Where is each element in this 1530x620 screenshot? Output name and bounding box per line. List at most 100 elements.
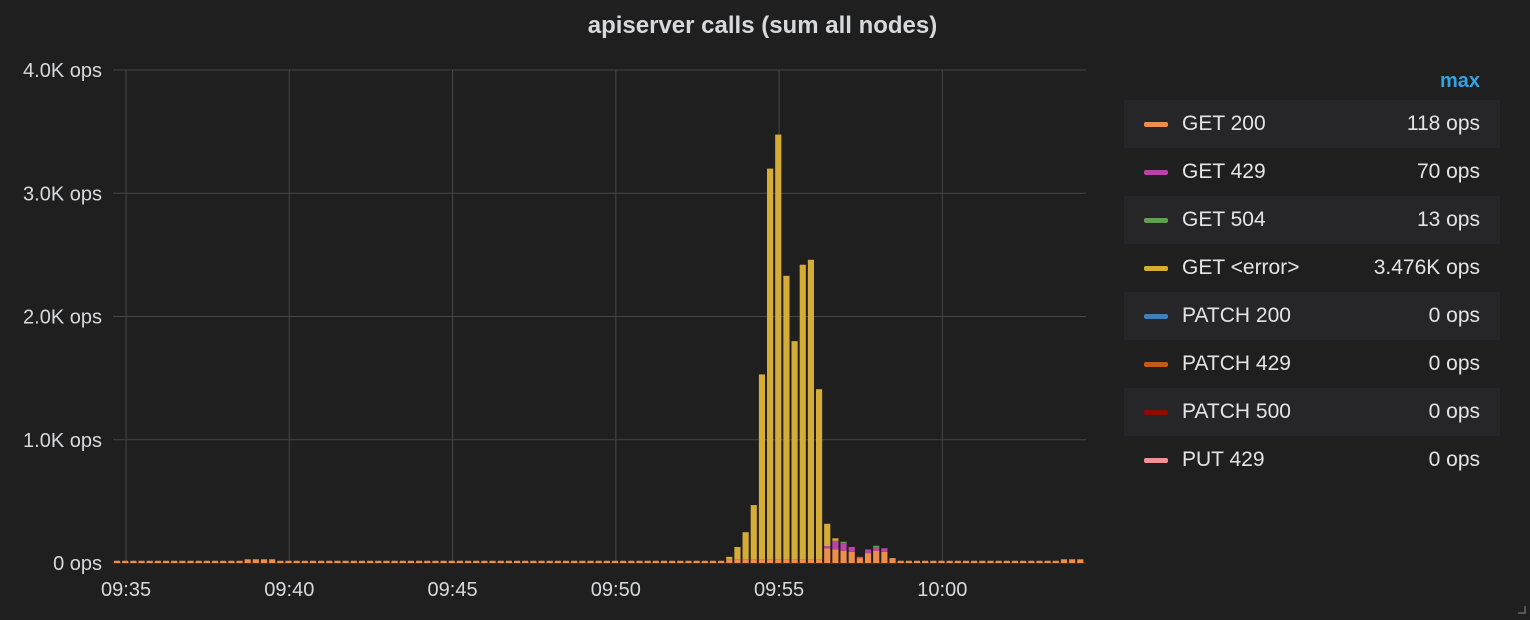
legend-label: GET <error>: [1182, 256, 1300, 279]
resize-handle[interactable]: [1518, 606, 1526, 614]
bar-segment: [824, 545, 831, 549]
y-tick-label: 1.0K ops: [23, 430, 102, 452]
bar-segment: [734, 546, 741, 560]
legend-label: PATCH 429: [1182, 352, 1291, 375]
bar-segment: [807, 559, 814, 563]
bar-segment: [979, 560, 986, 563]
bar-segment: [195, 560, 202, 563]
bar-segment: [701, 560, 708, 563]
bar-segment: [824, 548, 831, 563]
bar-segment: [922, 560, 929, 563]
x-tick-label: 10:00: [917, 579, 967, 601]
legend-item[interactable]: PATCH 500 0 ops: [1124, 388, 1500, 436]
legend-item[interactable]: GET 200 118 ops: [1124, 100, 1500, 148]
bar-segment: [848, 551, 855, 563]
bar-segment: [1036, 560, 1043, 563]
bar-segment: [832, 538, 839, 541]
legend-swatch: [1144, 313, 1168, 319]
legend-item[interactable]: PUT 429 0 ops: [1124, 436, 1500, 484]
bar-segment: [636, 560, 643, 563]
bar-segment: [775, 134, 782, 560]
bar-segment: [122, 560, 129, 563]
bar-segment: [889, 558, 896, 563]
bar-segment: [938, 560, 945, 563]
chart-area[interactable]: 0 ops 1.0K ops 2.0K ops 3.0K ops 4.0K ops 09:…: [0, 0, 1110, 620]
bar-segment: [211, 560, 219, 563]
bar-segment: [358, 560, 366, 563]
legend-list: GET 200 118 ops GET 429 70 ops GET 504 13 ops…: [1124, 100, 1500, 484]
bar-segment: [383, 560, 390, 563]
bar-segment: [562, 560, 570, 563]
y-tick-label: 0 ops: [53, 553, 102, 575]
legend: max GET 200 118 ops GET 429 70 ops GET 504 13…: [1124, 66, 1500, 484]
legend-swatch: [1144, 457, 1168, 463]
bar-segment: [726, 556, 733, 560]
bar-segment: [1011, 560, 1019, 563]
bar-segment: [293, 560, 300, 563]
bar-segment: [758, 559, 766, 563]
bar-segment: [505, 560, 512, 563]
bar-segment: [1003, 560, 1010, 563]
bar-segment: [799, 264, 806, 560]
bar-segment: [571, 560, 578, 563]
bar-segment: [1044, 560, 1051, 563]
bar-segment: [456, 560, 463, 563]
bar-segment: [277, 560, 284, 563]
bar-segment: [399, 560, 406, 563]
bar-segment: [114, 560, 121, 563]
bar-segment: [154, 560, 161, 563]
bar-segment: [807, 259, 814, 560]
bar-segment: [334, 560, 341, 563]
legend-value: 0 ops: [1428, 304, 1480, 327]
bar-segment: [783, 275, 790, 560]
bar-segment: [473, 560, 480, 563]
bar-segment: [595, 560, 602, 563]
bar-segment: [750, 559, 757, 563]
bar-segment: [832, 549, 839, 563]
legend-value: 0 ops: [1428, 448, 1480, 471]
legend-sort-max[interactable]: max: [1439, 70, 1480, 92]
legend-item[interactable]: PATCH 429 0 ops: [1124, 340, 1500, 388]
bar-segment: [815, 559, 823, 563]
bar-segment: [718, 560, 725, 563]
bar-segment: [881, 548, 888, 552]
bar-segment: [130, 560, 137, 563]
bar-segment: [603, 560, 610, 563]
y-tick-label: 3.0K ops: [23, 183, 102, 205]
bar-segment: [416, 560, 423, 563]
x-tick-label: 09:40: [264, 579, 314, 601]
bar-segment: [1069, 559, 1076, 563]
legend-label: GET 504: [1182, 208, 1266, 231]
legend-item[interactable]: GET 504 13 ops: [1124, 196, 1500, 244]
panel-title[interactable]: apiserver calls (sum all nodes): [587, 12, 938, 39]
bar-segment: [269, 559, 276, 563]
bar-segment: [873, 546, 880, 551]
bar-segment: [832, 540, 839, 550]
bar-segment: [424, 560, 431, 563]
bar-segment: [824, 523, 831, 546]
bar-segment: [840, 541, 847, 544]
bar-segment: [840, 543, 847, 551]
legend-item[interactable]: GET 429 70 ops: [1124, 148, 1500, 196]
legend-swatch: [1144, 217, 1168, 223]
bar-segment: [138, 560, 145, 563]
bar-segment: [742, 559, 749, 563]
bar-segment: [171, 560, 178, 563]
bar-segment: [342, 560, 349, 563]
bar-segment: [301, 560, 308, 563]
legend-item[interactable]: GET <error> 3.476K ops: [1124, 244, 1500, 292]
bar-segment: [750, 505, 757, 560]
bar-segment: [873, 545, 880, 547]
legend-label: GET 429: [1182, 160, 1266, 183]
bar-segment: [758, 374, 766, 560]
bar-segment: [391, 560, 398, 563]
bar-segment: [489, 560, 496, 563]
bar-segment: [318, 560, 325, 563]
bar-segment: [848, 546, 855, 552]
bar-segment: [962, 560, 970, 563]
bar-segment: [587, 560, 594, 563]
legend-value: 0 ops: [1428, 352, 1480, 375]
bar-segment: [187, 560, 194, 563]
legend-item[interactable]: PATCH 200 0 ops: [1124, 292, 1500, 340]
y-tick-label: 4.0K ops: [23, 60, 102, 82]
